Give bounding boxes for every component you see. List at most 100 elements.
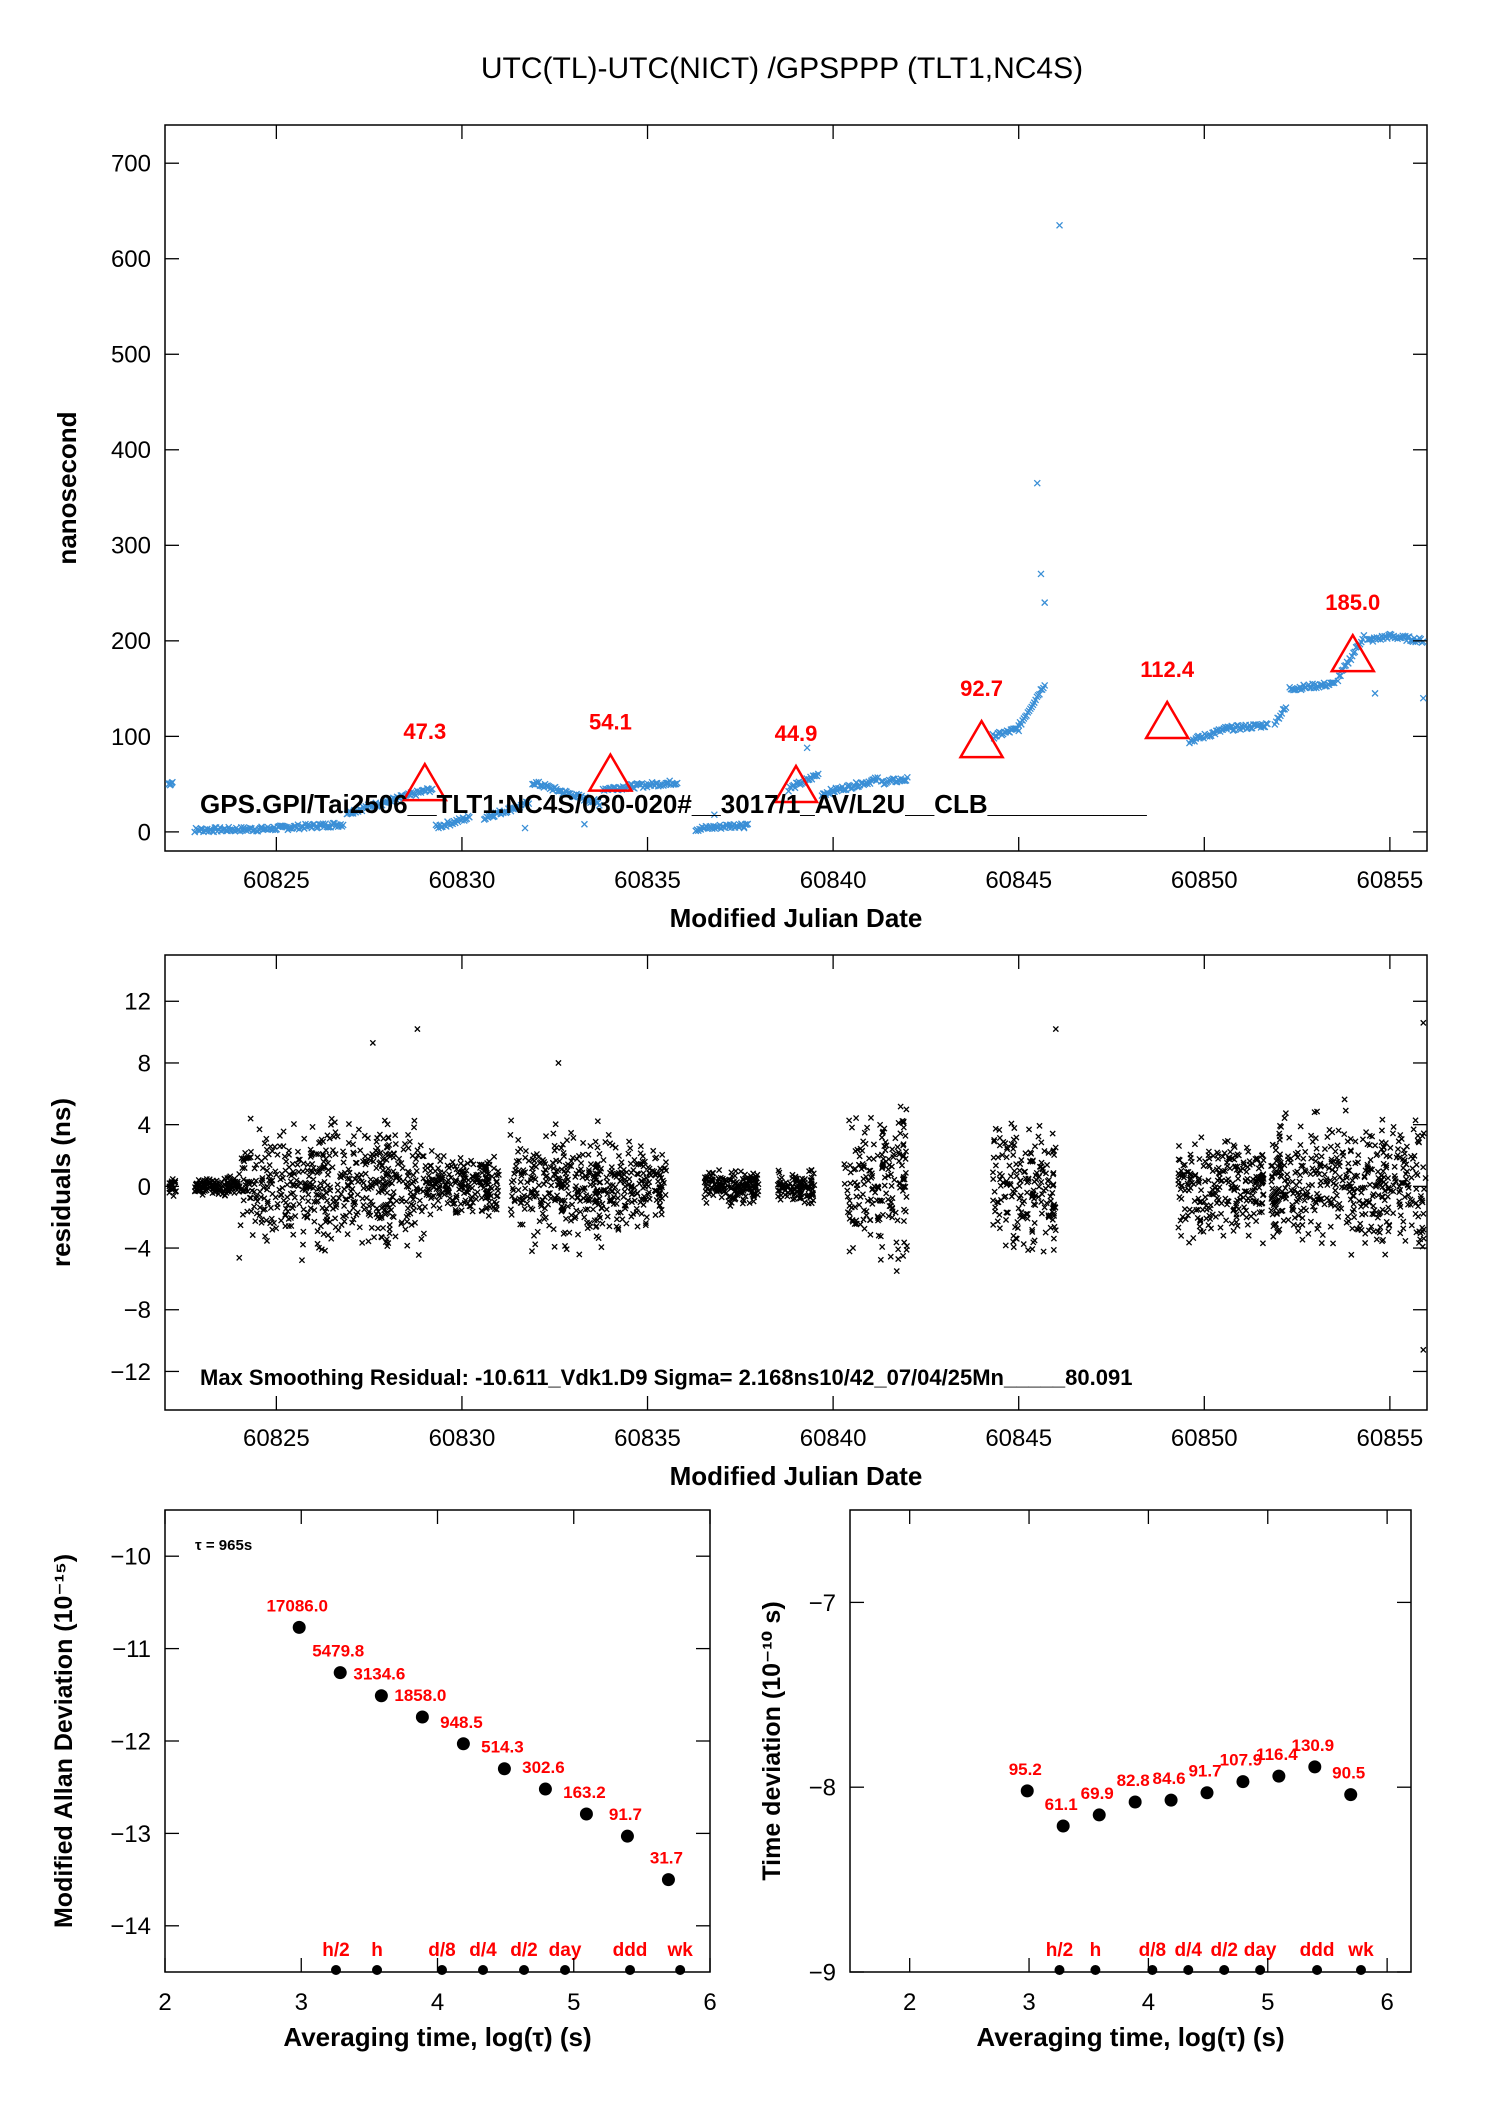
residual-data-point <box>1198 1187 1205 1194</box>
residual-data-point <box>313 1150 320 1158</box>
residual-data-point <box>701 1194 708 1201</box>
residual-data-point <box>637 1143 644 1150</box>
residual-data-point <box>1385 1228 1392 1235</box>
residual-data-point <box>1228 1220 1235 1227</box>
residual-data-point <box>404 1218 411 1225</box>
residual-data-point <box>1050 1210 1058 1217</box>
residual-data-point <box>593 1233 600 1240</box>
residual-data-point <box>366 1203 373 1210</box>
residual-data-point <box>594 1187 601 1194</box>
residual-data-point <box>903 1106 910 1113</box>
residual-data-point <box>1394 1146 1402 1153</box>
residual-data-point <box>652 1211 659 1219</box>
offset-y-tick-label: 600 <box>111 246 151 273</box>
residual-data-point <box>263 1237 271 1244</box>
residual-data-point <box>806 1168 813 1175</box>
residual-data-point <box>737 1168 744 1175</box>
residual-data-point <box>1207 1190 1214 1197</box>
residual-data-point <box>639 1158 646 1165</box>
residual-data-point <box>324 1171 331 1178</box>
offset-x-tick-label: 60855 <box>1357 867 1424 894</box>
residual-data-point <box>332 1151 339 1158</box>
residual-data-point <box>315 1151 322 1158</box>
residual-data-point <box>1213 1166 1221 1173</box>
adev-interval-dot <box>625 1965 636 1975</box>
residual-data-point <box>1318 1153 1325 1160</box>
residual-data-point <box>453 1192 460 1199</box>
residual-data-point <box>488 1173 496 1180</box>
residual-data-point <box>1191 1141 1199 1148</box>
residual-data-point <box>873 1197 881 1204</box>
residual-data-point <box>1181 1205 1188 1213</box>
residual-data-point <box>867 1216 874 1224</box>
residual-data-point <box>1396 1198 1403 1205</box>
residual-data-point <box>305 1173 313 1180</box>
residual-data-point <box>1178 1195 1185 1202</box>
residual-data-point <box>1295 1227 1302 1234</box>
residual-data-point <box>641 1183 649 1190</box>
residual-data-point <box>1205 1177 1212 1184</box>
residual-data-point <box>1326 1196 1333 1203</box>
residual-data-point <box>1368 1223 1375 1230</box>
residual-data-point <box>259 1177 266 1184</box>
residual-data-point <box>777 1196 784 1203</box>
residual-data-point <box>992 1125 999 1132</box>
residual-data-point <box>1029 1245 1036 1253</box>
residual-data-point <box>1032 1202 1039 1209</box>
offset-x-tick-label: 60850 <box>1171 867 1238 894</box>
residual-data-point <box>1401 1157 1408 1164</box>
residual-data-point <box>285 1151 293 1158</box>
residual-data-point <box>1408 1174 1415 1181</box>
residual-data-point <box>646 1169 653 1176</box>
residual-data-point <box>1269 1199 1276 1206</box>
residual-data-point <box>442 1182 449 1189</box>
residual-data-point <box>274 1204 281 1211</box>
residual-data-point <box>1311 1109 1318 1116</box>
residual-data-point <box>315 1191 322 1199</box>
residual-data-point <box>519 1221 526 1228</box>
residual-data-point <box>1372 1142 1379 1149</box>
residual-data-point <box>853 1115 860 1122</box>
residual-data-point <box>1015 1205 1022 1212</box>
residuals-y-tick-label: −8 <box>124 1297 151 1324</box>
residual-data-point <box>622 1183 629 1190</box>
residual-data-point <box>1313 1145 1320 1152</box>
residual-data-point <box>881 1182 888 1189</box>
residual-data-point <box>713 1188 720 1195</box>
residual-data-point <box>1178 1232 1185 1239</box>
residual-data-point <box>367 1176 374 1183</box>
residual-data-point <box>1182 1187 1189 1194</box>
residual-data-point <box>349 1219 356 1226</box>
residual-data-point <box>406 1138 413 1145</box>
residual-data-point <box>251 1165 258 1172</box>
residual-data-point <box>608 1164 615 1171</box>
residual-data-point <box>339 1148 347 1155</box>
residual-data-point <box>521 1192 528 1199</box>
residual-data-point <box>380 1135 387 1142</box>
residual-data-point <box>1270 1233 1277 1240</box>
residual-data-point <box>399 1165 406 1172</box>
residual-data-point <box>426 1186 433 1193</box>
residual-data-point <box>398 1198 405 1205</box>
residual-data-point <box>737 1189 744 1197</box>
residual-data-point <box>641 1158 648 1165</box>
residual-data-point <box>747 1176 754 1183</box>
residual-data-point <box>594 1160 601 1167</box>
residual-data-point <box>265 1173 272 1180</box>
residual-data-point <box>1050 1147 1057 1154</box>
residual-data-point <box>662 1159 669 1166</box>
offset-data-point <box>1347 656 1355 664</box>
allan-deviation-chart: 17086.0 5479.8 3134.6 1858.0 948.5 514.3302.6… <box>50 1509 717 2052</box>
residual-data-point <box>550 1165 557 1172</box>
residual-data-point <box>599 1220 606 1227</box>
residual-data-point <box>1245 1148 1252 1155</box>
residual-data-point <box>457 1160 464 1167</box>
residual-data-point <box>1205 1222 1212 1229</box>
residual-data-point <box>725 1193 732 1200</box>
residual-data-point <box>1027 1149 1034 1156</box>
residual-data-point <box>1017 1177 1024 1184</box>
residual-data-point <box>332 1215 339 1222</box>
residual-data-point <box>508 1117 515 1124</box>
residual-data-point <box>444 1186 451 1193</box>
residual-data-point <box>287 1214 294 1221</box>
